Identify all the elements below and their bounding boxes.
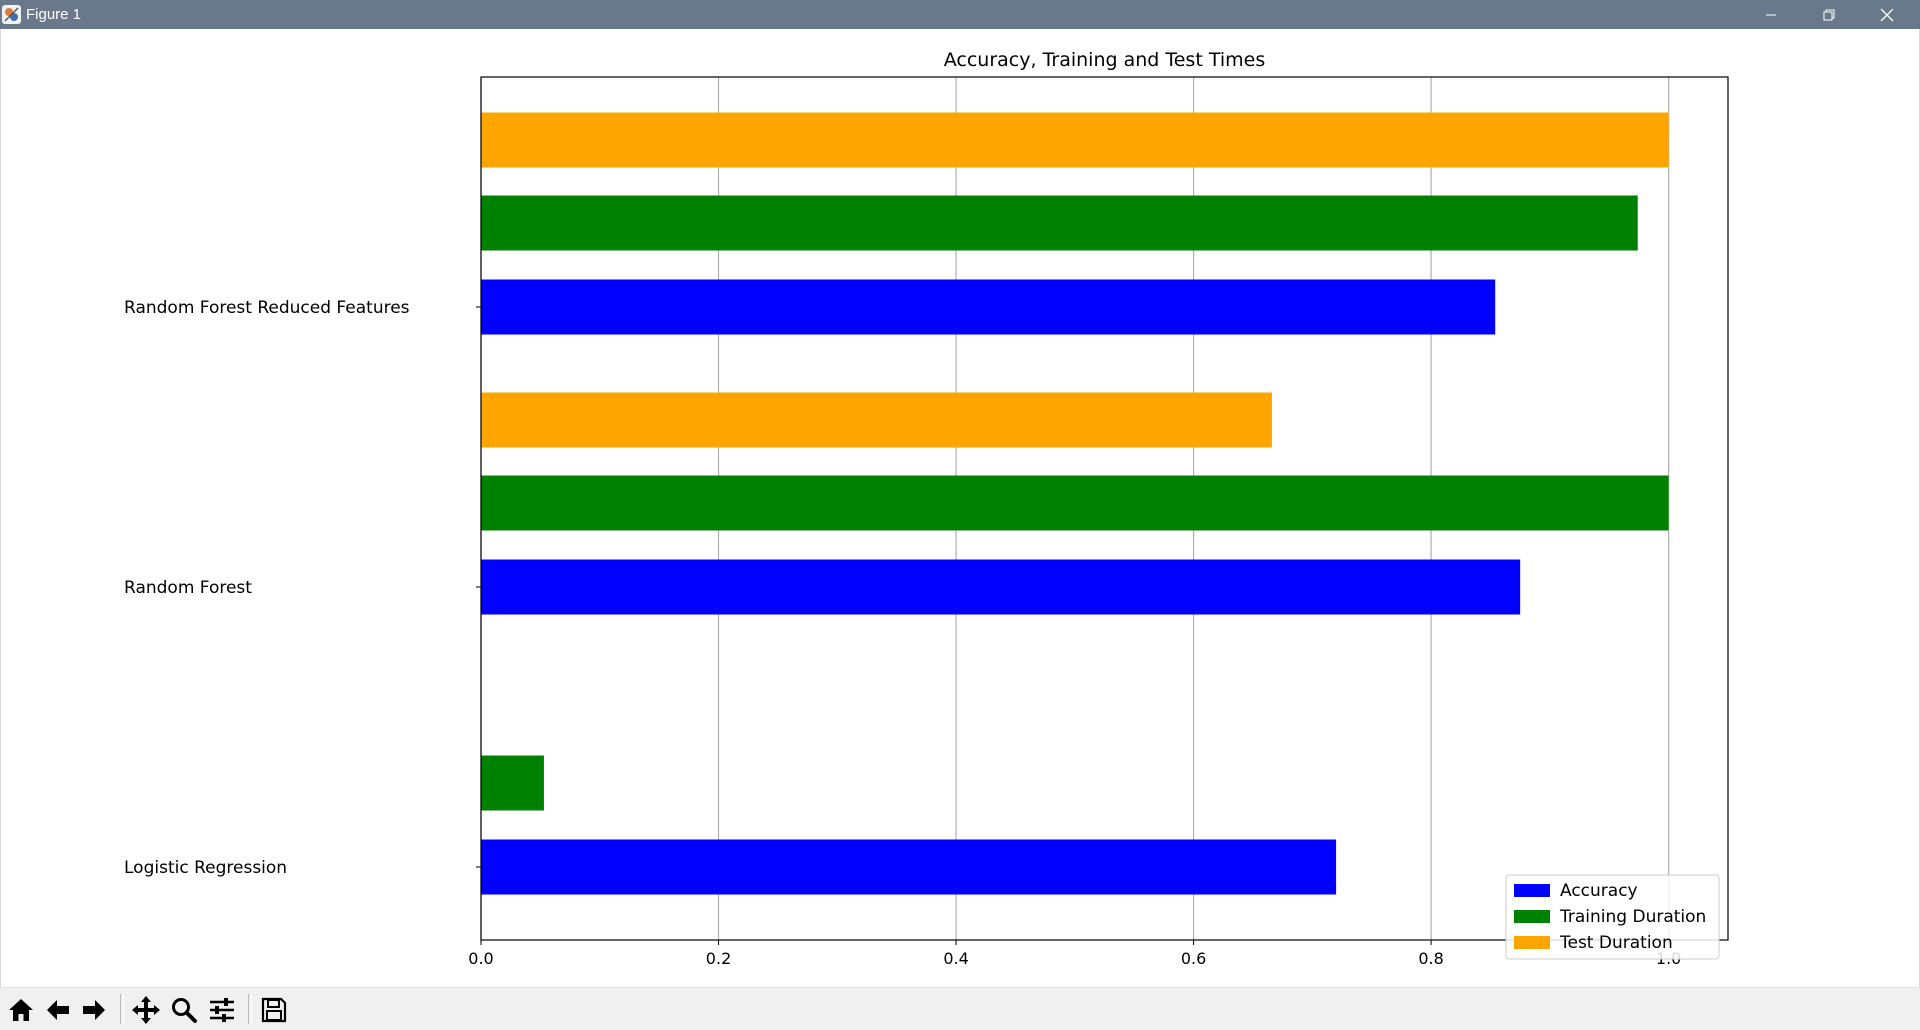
zoom-icon xyxy=(172,998,197,1023)
configure-subplots-icon xyxy=(210,998,234,1022)
app-icon xyxy=(2,5,21,24)
zoom-button[interactable] xyxy=(166,992,202,1028)
plot-frame xyxy=(480,76,1729,941)
legend-swatch xyxy=(1514,936,1550,949)
x-tick-label: 0.0 xyxy=(468,949,493,968)
toolbar-separator xyxy=(120,994,124,1024)
home-icon xyxy=(9,999,33,1021)
window-title: Figure 1 xyxy=(26,6,82,23)
toolbar-separator xyxy=(248,994,252,1024)
legend-label: Training Duration xyxy=(1559,907,1706,927)
legend-swatch xyxy=(1514,884,1550,897)
bar-test-duration xyxy=(481,392,1272,448)
legend-box xyxy=(1505,874,1720,960)
bar-test-duration xyxy=(481,112,1669,168)
figure-canvas[interactable]: 0.00.20.40.60.81.0 Logistic RegressionRa… xyxy=(0,29,1920,987)
configure-subplots-button[interactable] xyxy=(204,992,240,1028)
x-tick-label: 0.2 xyxy=(706,949,731,968)
bar-training-duration xyxy=(481,195,1638,251)
pan-icon xyxy=(132,996,160,1024)
x-tick-label: 0.4 xyxy=(943,949,968,968)
x-tick-label: 0.8 xyxy=(1418,949,1443,968)
bar-chart: 0.00.20.40.60.81.0 Logistic RegressionRa… xyxy=(124,49,1729,968)
bar-accuracy xyxy=(481,839,1337,895)
save-button[interactable] xyxy=(256,992,292,1028)
restore-button[interactable] xyxy=(1800,0,1858,29)
close-icon xyxy=(1880,8,1894,21)
y-tick-label: Random Forest xyxy=(124,578,252,598)
chart-title: Accuracy, Training and Test Times xyxy=(944,49,1265,71)
close-button[interactable] xyxy=(1858,0,1916,29)
legend-label: Test Duration xyxy=(1559,933,1673,953)
minimize-button[interactable] xyxy=(1742,0,1800,29)
x-tick-label: 0.6 xyxy=(1181,949,1206,968)
legend: Accuracy Training Duration Test Duration xyxy=(1505,874,1720,960)
legend-swatch xyxy=(1514,910,1550,923)
x-axis: 0.00.20.40.60.81.0 xyxy=(468,940,1681,968)
home-button[interactable] xyxy=(3,992,39,1028)
bar-accuracy xyxy=(481,559,1521,615)
forward-button[interactable] xyxy=(76,992,112,1028)
pan-button[interactable] xyxy=(128,992,164,1028)
back-icon xyxy=(47,1000,69,1020)
minimize-icon xyxy=(1766,14,1776,15)
y-tick-label: Logistic Regression xyxy=(124,858,287,878)
bar-training-duration xyxy=(481,755,544,811)
forward-icon xyxy=(83,1000,105,1020)
bar-accuracy xyxy=(481,279,1496,335)
legend-label: Accuracy xyxy=(1560,881,1638,901)
window-titlebar[interactable]: Figure 1 xyxy=(0,0,1920,29)
y-tick-label: Random Forest Reduced Features xyxy=(124,298,410,318)
save-icon xyxy=(261,997,287,1023)
restore-icon xyxy=(1823,9,1835,20)
y-axis: Logistic Regression Random Forest Random F… xyxy=(124,298,481,878)
back-button[interactable] xyxy=(40,992,76,1028)
navigation-toolbar xyxy=(0,987,1920,1030)
bars xyxy=(481,112,1669,895)
bar-training-duration xyxy=(481,475,1669,531)
